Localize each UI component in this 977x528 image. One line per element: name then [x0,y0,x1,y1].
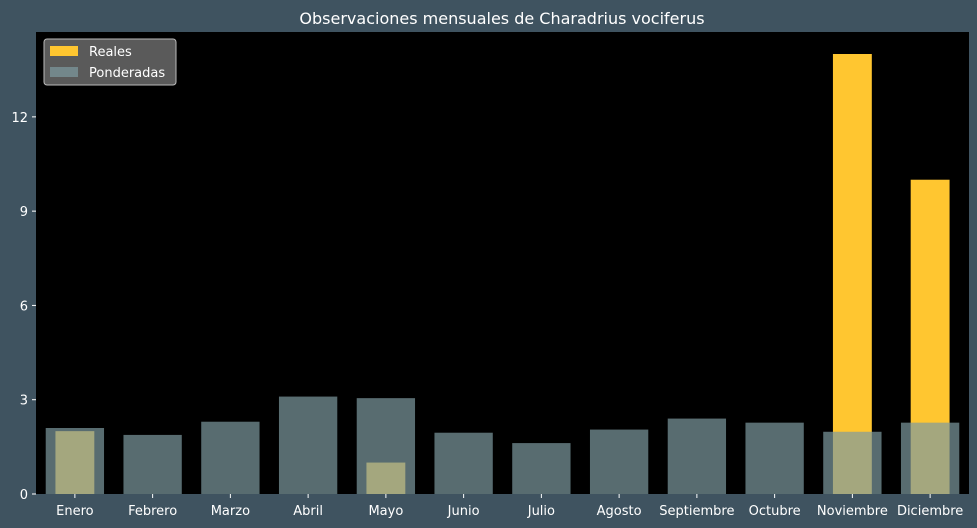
legend-swatch-ponderadas [50,67,78,77]
x-tick-label-junio: Junio [447,504,480,519]
bar-ponderadas-septiembre [667,418,727,494]
chart-title: Observaciones mensuales de Charadrius vo… [299,9,704,28]
y-tick-label: 9 [20,205,28,220]
series-ponderadas [45,396,960,494]
bar-ponderadas-febrero [123,434,182,494]
bar-ponderadas-abril [278,396,338,494]
x-tick-label-octubre: Octubre [749,504,801,519]
bar-ponderadas-octubre [745,422,804,494]
y-tick-label: 3 [20,394,28,409]
bar-ponderadas-enero [45,428,105,494]
x-tick-label-mayo: Mayo [368,504,403,519]
x-tick-label-marzo: Marzo [211,504,250,519]
x-tick-label-febrero: Febrero [128,504,177,519]
legend-swatch-reales [50,46,78,56]
bar-ponderadas-noviembre [823,431,882,494]
y-tick-label: 12 [11,111,28,126]
x-tick-label-abril: Abril [293,504,323,519]
legend: Reales Ponderadas [43,38,177,86]
bar-ponderadas-mayo [356,398,416,494]
plot-area [36,32,969,494]
bar-ponderadas-diciembre [900,422,960,494]
legend-label-ponderadas: Ponderadas [89,66,165,81]
y-axis: 0 3 6 9 12 [11,111,36,503]
x-tick-label-julio: Julio [527,504,555,519]
x-axis: Enero Febrero Marzo Abril Mayo Junio Julio Agos… [56,494,963,519]
y-tick-label: 0 [20,488,28,503]
x-tick-label-diciembre: Diciembre [897,504,963,519]
bar-ponderadas-julio [512,443,571,494]
bar-reales-noviembre [832,54,872,494]
x-tick-label-septiembre: Septiembre [659,504,734,519]
x-tick-label-noviembre: Noviembre [817,504,888,519]
x-tick-label-agosto: Agosto [597,504,642,519]
legend-label-reales: Reales [89,45,132,60]
bar-ponderadas-junio [434,432,493,494]
bar-ponderadas-marzo [201,421,260,494]
y-tick-label: 6 [20,299,28,314]
x-tick-label-enero: Enero [56,504,94,519]
bar-ponderadas-agosto [589,429,649,494]
